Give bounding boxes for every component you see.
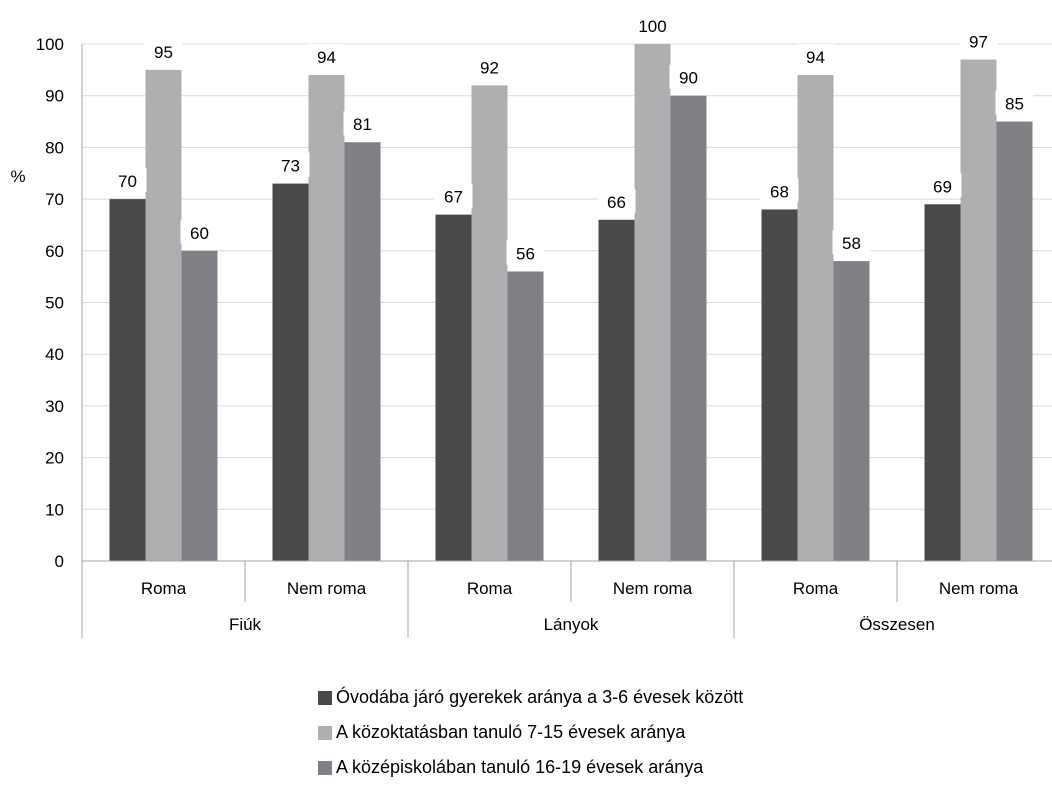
bars bbox=[109, 44, 1033, 562]
bar bbox=[272, 183, 309, 561]
data-label-background bbox=[144, 38, 183, 63]
data-label: 92 bbox=[480, 58, 499, 77]
data-label-background bbox=[995, 90, 1034, 115]
legend-label: A középiskolában tanuló 16-19 évesek ará… bbox=[336, 757, 704, 777]
legend-label: A közoktatásban tanuló 7-15 évesek arány… bbox=[336, 722, 686, 742]
x-category-label: Roma bbox=[141, 579, 187, 598]
data-label: 69 bbox=[933, 177, 952, 196]
data-label: 85 bbox=[1005, 95, 1024, 114]
data-label-background bbox=[959, 28, 998, 53]
x-category-label: Nem roma bbox=[613, 579, 693, 598]
data-label-background bbox=[796, 44, 835, 69]
x-axis-groups: Fiúk Lányok Összesen bbox=[229, 615, 935, 634]
x-category-label: Roma bbox=[793, 579, 839, 598]
legend-item: A közoktatásban tanuló 7-15 évesek arány… bbox=[318, 715, 1018, 750]
legend-label: Óvodába járó gyerekek aránya a 3-6 évese… bbox=[336, 687, 744, 707]
data-label: 81 bbox=[353, 115, 372, 134]
bar bbox=[308, 75, 345, 562]
data-label: 66 bbox=[607, 193, 626, 212]
data-label-background bbox=[271, 152, 310, 177]
bar bbox=[761, 209, 798, 561]
data-label-background bbox=[108, 168, 147, 193]
data-label-background bbox=[923, 173, 962, 198]
data-label-background bbox=[832, 230, 871, 255]
data-label: 100 bbox=[638, 17, 666, 36]
data-label: 94 bbox=[806, 48, 825, 67]
legend-item: Óvodába járó gyerekek aránya a 3-6 évese… bbox=[318, 680, 1018, 715]
x-category-label: Roma bbox=[467, 579, 513, 598]
y-tick-label: 20 bbox=[45, 449, 64, 468]
y-tick-label: 40 bbox=[45, 345, 64, 364]
y-tick-label: 80 bbox=[45, 138, 64, 157]
data-label-background bbox=[470, 54, 509, 79]
x-group-label: Fiúk bbox=[229, 615, 262, 634]
data-label: 97 bbox=[969, 33, 988, 52]
data-label: 70 bbox=[118, 172, 137, 191]
x-group-label: Lányok bbox=[544, 615, 599, 634]
bar bbox=[960, 59, 997, 561]
y-tick-label: 10 bbox=[45, 500, 64, 519]
bar bbox=[797, 75, 834, 562]
data-label: 94 bbox=[317, 48, 336, 67]
data-label: 68 bbox=[770, 182, 789, 201]
bar bbox=[833, 261, 870, 561]
data-label: 73 bbox=[281, 157, 300, 176]
bar bbox=[471, 85, 508, 562]
y-tick-label: 60 bbox=[45, 242, 64, 261]
data-label-background bbox=[180, 219, 219, 244]
data-label: 58 bbox=[842, 234, 861, 253]
x-axis-categories: Roma Nem roma Roma Nem roma Roma Nem roma bbox=[141, 579, 1019, 598]
data-label-background bbox=[307, 44, 346, 69]
data-label-background bbox=[434, 183, 473, 208]
bar bbox=[996, 121, 1033, 562]
x-category-label: Nem roma bbox=[939, 579, 1019, 598]
data-label: 60 bbox=[190, 224, 209, 243]
y-tick-label: 30 bbox=[45, 397, 64, 416]
data-label-background bbox=[506, 240, 545, 265]
y-tick-label: 70 bbox=[45, 190, 64, 209]
bar bbox=[507, 271, 544, 561]
bar bbox=[145, 69, 182, 561]
bar bbox=[181, 250, 218, 562]
y-tick-label: 100 bbox=[36, 35, 64, 54]
y-axis-label: % bbox=[10, 167, 25, 186]
y-axis-ticks: 0 10 20 30 40 50 60 70 80 90 100 bbox=[36, 35, 64, 571]
x-category-label: Nem roma bbox=[287, 579, 367, 598]
data-label: 56 bbox=[516, 244, 535, 263]
bar bbox=[109, 199, 146, 561]
axes bbox=[81, 44, 1052, 638]
gridlines bbox=[82, 43, 1052, 510]
data-label-background bbox=[760, 178, 799, 203]
data-label: 90 bbox=[679, 69, 698, 88]
y-tick-label: 90 bbox=[45, 87, 64, 106]
bar bbox=[670, 95, 707, 561]
data-label: 67 bbox=[444, 188, 463, 207]
legend-swatch bbox=[318, 690, 332, 705]
x-group-label: Összesen bbox=[859, 615, 935, 634]
legend: Óvodába járó gyerekek aránya a 3-6 évese… bbox=[318, 680, 1018, 785]
data-label: 95 bbox=[154, 43, 173, 62]
data-label-background bbox=[633, 13, 672, 37]
legend-swatch bbox=[318, 760, 332, 775]
bar bbox=[634, 44, 671, 561]
y-tick-label: 50 bbox=[45, 294, 64, 313]
legend-swatch bbox=[318, 725, 332, 740]
legend-item: A középiskolában tanuló 16-19 évesek ará… bbox=[318, 750, 1018, 785]
data-label-background bbox=[669, 64, 708, 89]
y-tick-label: 0 bbox=[55, 552, 64, 571]
data-label-background bbox=[343, 111, 382, 136]
data-labels: 70 95 60 73 94 81 67 92 56 66 100 90 68 94 58 69 97 85 bbox=[108, 13, 1034, 265]
bar bbox=[924, 204, 961, 561]
bar bbox=[344, 142, 381, 562]
bar bbox=[598, 219, 635, 561]
data-label-background bbox=[597, 188, 636, 213]
bar bbox=[435, 214, 472, 562]
